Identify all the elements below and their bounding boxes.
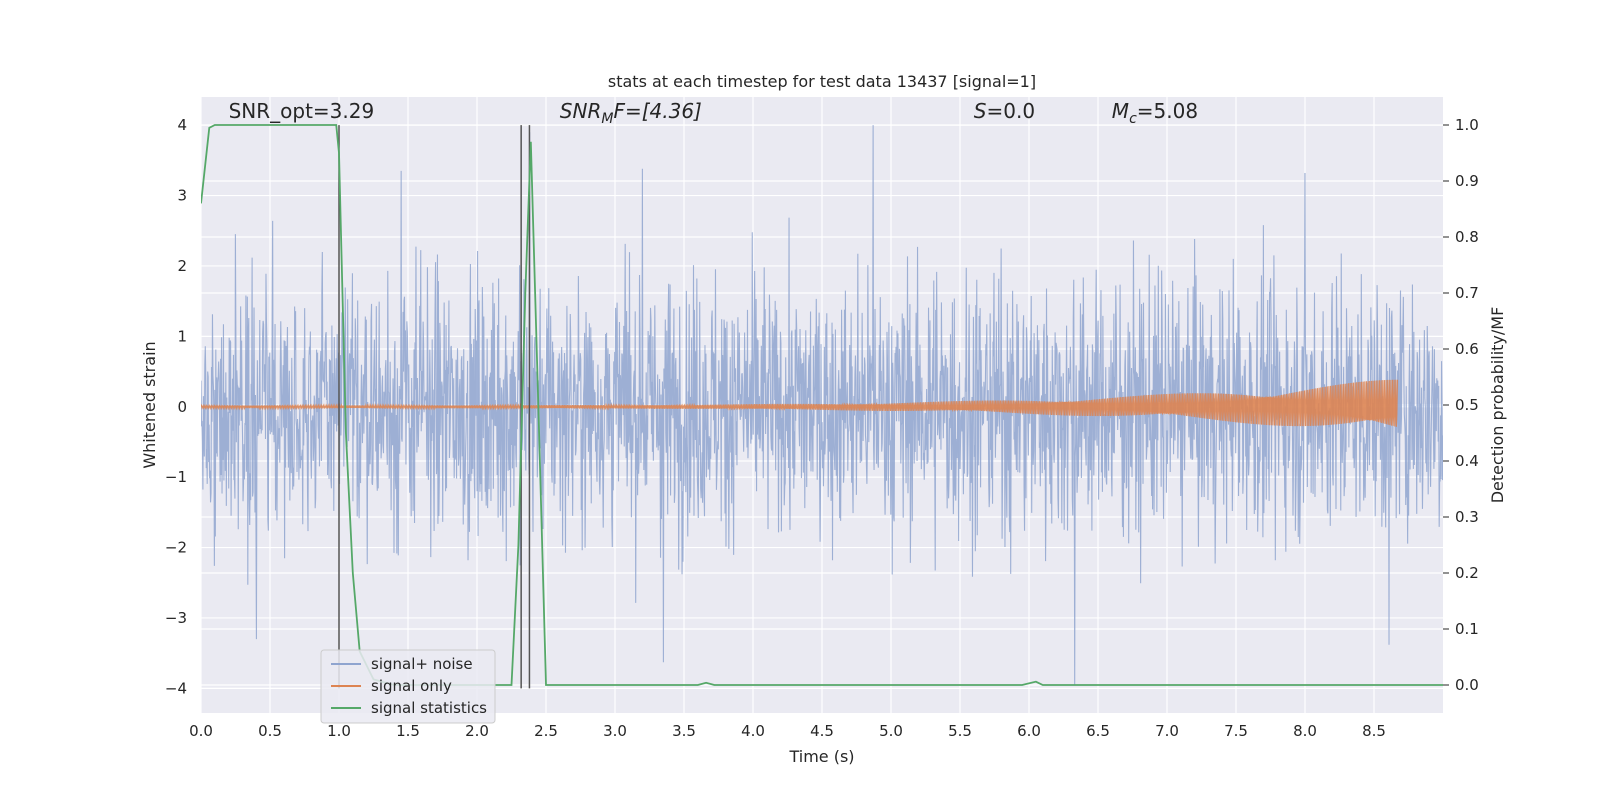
y-right-tick-label: 1.0 <box>1455 116 1479 134</box>
annotation-part: =0.0 <box>987 99 1036 123</box>
y-right-axis-label: Detection probability/MF <box>1488 307 1507 504</box>
annotation-part: M <box>1112 99 1129 123</box>
x-tick-label: 5.5 <box>948 722 972 740</box>
y-left-tick-label: −1 <box>165 468 187 486</box>
series-signal-only <box>201 379 1399 427</box>
legend-box <box>320 649 496 724</box>
x-tick-label: 2.0 <box>465 722 489 740</box>
y-right-tick-label: 0.6 <box>1455 340 1479 358</box>
legend-label: signal only <box>371 677 452 695</box>
signal-statistics-line <box>201 124 1443 686</box>
x-tick-label: 4.5 <box>810 722 834 740</box>
annotation-part: S <box>974 99 987 123</box>
x-tick-label: 8.0 <box>1293 722 1317 740</box>
x-tick-label: 3.0 <box>603 722 627 740</box>
annotation-s-value: S=0.0 <box>974 99 1035 123</box>
x-tick-label: 0.5 <box>258 722 282 740</box>
y-left-tick-label: 1 <box>177 327 187 345</box>
series-signal-statistics <box>201 124 1443 686</box>
annotation-part: c <box>1129 111 1137 127</box>
y-left-tick-label: −2 <box>165 539 187 557</box>
x-tick-label: 5.0 <box>879 722 903 740</box>
y-right-tick-label: 0.3 <box>1455 508 1479 526</box>
y-right-tick-label: 0.2 <box>1455 564 1479 582</box>
signal-only-line <box>201 379 1399 427</box>
x-tick-label: 2.5 <box>534 722 558 740</box>
x-tick-label: 1.5 <box>396 722 420 740</box>
y-left-tick-label: −3 <box>165 609 187 627</box>
y-left-axis: −4 −3 −2 −1 0 1 2 3 4 <box>165 116 187 697</box>
annotation-part: F=[4.36] <box>613 99 701 123</box>
y-left-tick-label: 4 <box>177 116 187 134</box>
annotation-snr-mf: SNRMF=[4.36] <box>560 99 702 127</box>
y-right-tick-label: 0.0 <box>1455 676 1479 694</box>
annotation-snr-opt: SNR_opt=3.29 <box>229 99 375 123</box>
x-tick-label: 4.0 <box>741 722 765 740</box>
chart-title: stats at each timestep for test data 134… <box>608 72 1036 91</box>
x-tick-label: 6.0 <box>1017 722 1041 740</box>
x-tick-label: 3.5 <box>672 722 696 740</box>
y-left-tick-label: −4 <box>165 679 187 697</box>
y-left-tick-label: 2 <box>177 257 187 275</box>
vertical-markers <box>338 125 531 689</box>
annotation-mc-value: Mc=5.08 <box>1112 99 1198 127</box>
y-left-tick-label: 0 <box>177 398 187 416</box>
annotation-part: SNR_opt=3.29 <box>229 99 375 123</box>
annotation-part: =5.08 <box>1137 99 1198 123</box>
legend: signal+ noise signal only signal statistic… <box>320 649 496 724</box>
y-right-tick-label: 0.8 <box>1455 228 1479 246</box>
y-right-tick-label: 0.1 <box>1455 620 1479 638</box>
x-tick-label: 0.0 <box>189 722 213 740</box>
y-right-tick-label: 0.7 <box>1455 284 1479 302</box>
y-right-tick-label: 0.4 <box>1455 452 1479 470</box>
y-right-tick-label: 0.5 <box>1455 396 1479 414</box>
x-axis-label: Time (s) <box>788 747 854 766</box>
x-tick-label: 7.0 <box>1155 722 1179 740</box>
y-right-axis: 0.0 0.1 0.2 0.3 0.4 0.5 0.6 0.7 0.8 0.9 1.0 <box>1443 116 1479 694</box>
y-left-axis-label: Whitened strain <box>140 341 159 468</box>
x-tick-label: 1.0 <box>327 722 351 740</box>
legend-label: signal+ noise <box>371 655 473 673</box>
x-tick-label: 7.5 <box>1224 722 1248 740</box>
x-axis: 0.0 0.5 1.0 1.5 2.0 2.5 3.0 3.5 4.0 4.5 5.0 5.5 6.0 6… <box>189 722 1386 740</box>
y-left-tick-label: 3 <box>177 187 187 205</box>
annotation-part: M <box>601 111 613 127</box>
x-tick-label: 6.5 <box>1086 722 1110 740</box>
annotations: SNR_opt=3.29 SNRMF=[4.36] S=0.0 Mc=5.08 <box>229 99 1198 127</box>
y-right-tick-label: 0.9 <box>1455 172 1479 190</box>
annotation-part: SNR <box>560 99 602 123</box>
x-tick-label: 8.5 <box>1362 722 1386 740</box>
legend-label: signal statistics <box>371 699 487 717</box>
